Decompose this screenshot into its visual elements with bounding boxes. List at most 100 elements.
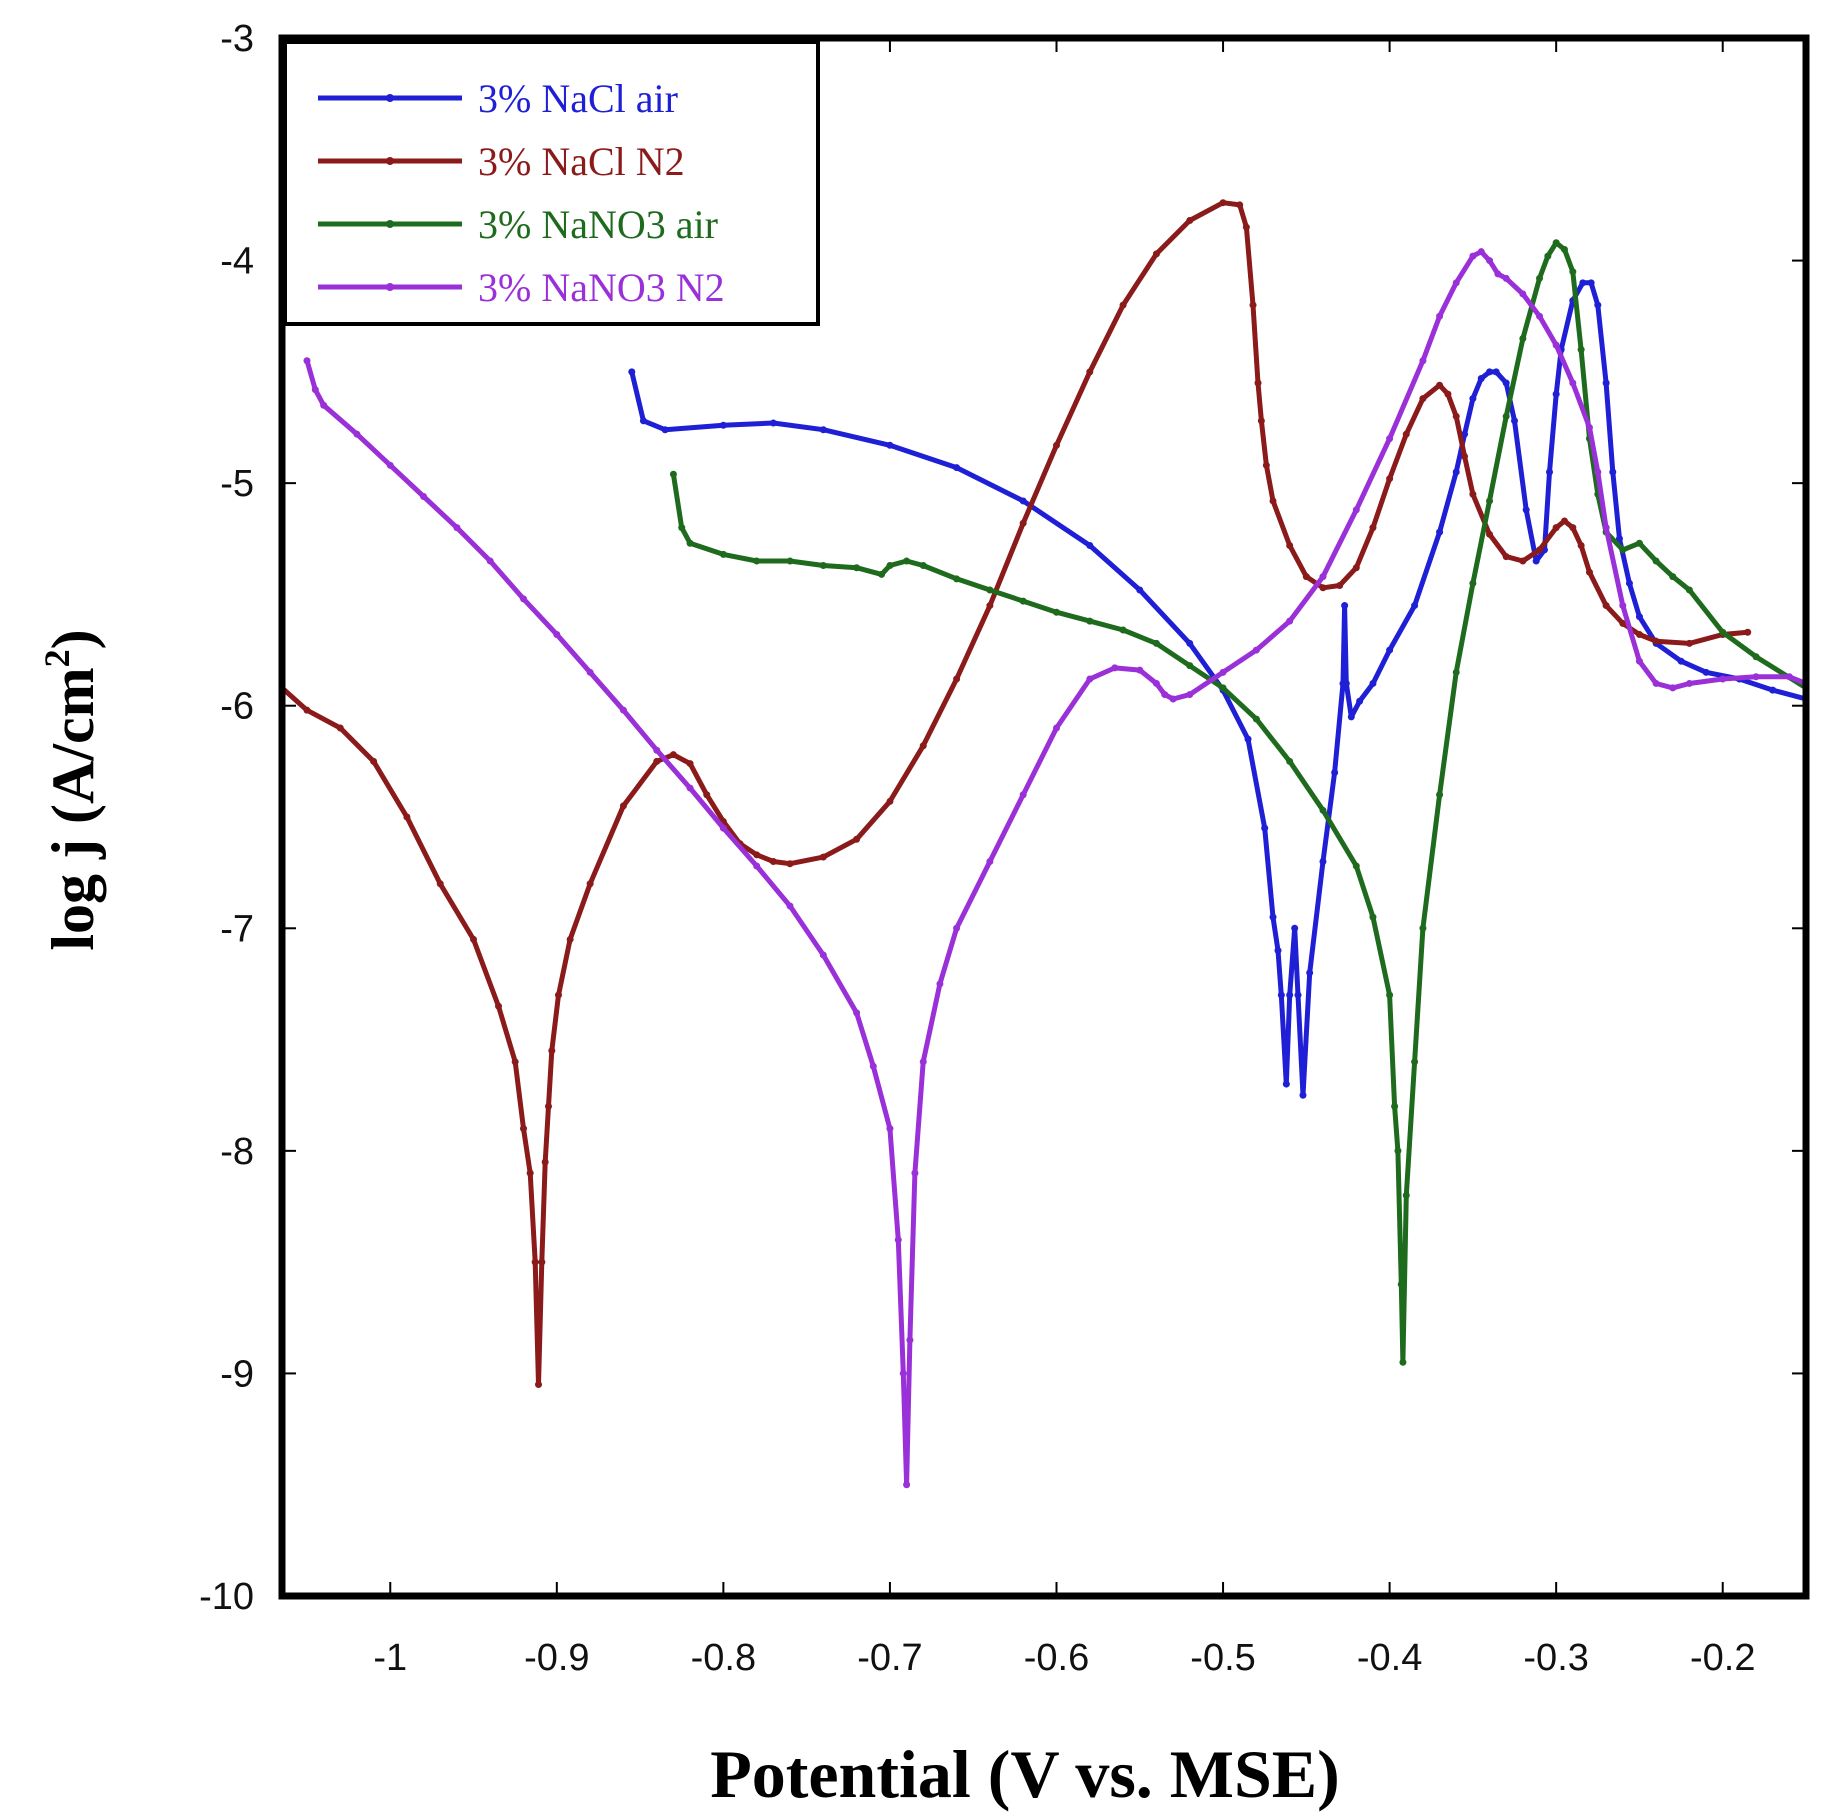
data-point-3-nano3-air — [1635, 539, 1643, 547]
data-point-3-nano3-air — [1152, 639, 1160, 647]
data-point-3-nano3-n2 — [1619, 602, 1627, 610]
data-point-3-nacl-n2 — [1619, 619, 1627, 627]
data-point-3-nano3-air — [1560, 245, 1568, 253]
data-point-3-nacl-n2 — [1744, 628, 1752, 636]
y-tick-label: -8 — [220, 1131, 254, 1173]
data-point-3-nano3-air — [1186, 662, 1194, 670]
data-point-3-nacl-air — [1502, 379, 1510, 387]
data-point-3-nacl-n2 — [1444, 390, 1452, 398]
data-point-3-nacl-n2 — [953, 675, 961, 683]
data-point-3-nacl-n2 — [1452, 412, 1460, 420]
data-point-3-nano3-n2 — [1536, 312, 1544, 320]
data-point-3-nacl-air — [1594, 301, 1602, 309]
data-point-3-nacl-air — [1625, 579, 1633, 587]
data-point-3-nacl-air — [1369, 679, 1377, 687]
data-point-3-nacl-air — [1342, 679, 1350, 687]
data-point-3-nacl-air — [1411, 602, 1419, 610]
data-point-3-nano3-air — [1685, 586, 1693, 594]
data-point-3-nacl-n2 — [986, 602, 994, 610]
data-point-3-nacl-n2 — [686, 760, 694, 768]
data-point-3-nacl-n2 — [1052, 441, 1060, 449]
data-point-3-nano3-n2 — [906, 1336, 914, 1344]
data-point-3-nano3-n2 — [1669, 684, 1677, 692]
data-point-3-nano3-air — [686, 539, 694, 547]
data-point-3-nano3-air — [1469, 579, 1477, 587]
y-axis-title: log j (A/cm2) — [37, 629, 106, 950]
data-point-3-nacl-n2 — [1319, 584, 1327, 592]
data-point-3-nano3-n2 — [303, 357, 311, 365]
data-point-3-nacl-n2 — [303, 706, 311, 714]
x-axis-title: Potential (V vs. MSE) — [710, 1736, 1340, 1812]
data-point-3-nano3-air — [1452, 668, 1460, 676]
data-point-3-nano3-n2 — [1477, 248, 1485, 256]
data-point-3-nano3-air — [853, 564, 861, 572]
y-tick-label: -4 — [220, 241, 254, 283]
data-point-3-nacl-n2 — [1236, 201, 1244, 209]
data-point-3-nano3-air — [953, 575, 961, 583]
data-point-3-nacl-air — [1269, 913, 1277, 921]
data-point-3-nano3-air — [1119, 626, 1127, 634]
data-point-3-nacl-air — [1386, 646, 1394, 654]
x-tick-label: -0.5 — [1190, 1637, 1255, 1679]
data-point-3-nacl-n2 — [919, 742, 927, 750]
data-point-3-nacl-n2 — [1536, 546, 1544, 554]
data-point-3-nano3-n2 — [1052, 724, 1060, 732]
data-point-3-nacl-air — [1186, 639, 1194, 647]
data-point-3-nano3-air — [1369, 913, 1377, 921]
data-point-3-nano3-air — [1352, 862, 1360, 870]
x-tick-label: -0.8 — [691, 1637, 756, 1679]
x-tick-label: -0.6 — [1024, 1637, 1089, 1679]
data-point-3-nacl-n2 — [1402, 430, 1410, 438]
data-point-3-nacl-n2 — [544, 1102, 552, 1110]
data-point-3-nano3-n2 — [1136, 666, 1144, 674]
data-point-3-nacl-n2 — [534, 1381, 542, 1389]
data-point-3-nano3-n2 — [1502, 274, 1510, 282]
data-point-3-nacl-air — [1347, 713, 1355, 721]
data-point-3-nano3-air — [786, 557, 794, 565]
legend-marker-3-nacl-air — [386, 94, 394, 102]
x-tick-label: -0.7 — [857, 1637, 922, 1679]
data-point-3-nacl-air — [719, 421, 727, 429]
series-layer — [282, 199, 1806, 1489]
data-point-3-nano3-n2 — [1635, 657, 1643, 665]
data-point-3-nacl-air — [1341, 602, 1349, 610]
y-tick-label: -7 — [220, 908, 254, 950]
y-tick-label: -3 — [220, 18, 254, 60]
data-point-3-nano3-n2 — [1486, 257, 1494, 265]
data-point-3-nano3-air — [1399, 1358, 1407, 1366]
data-point-3-nacl-n2 — [703, 791, 711, 799]
data-point-3-nacl-air — [953, 464, 961, 472]
data-point-3-nano3-n2 — [653, 746, 661, 754]
data-point-3-nacl-n2 — [520, 1125, 528, 1133]
data-point-3-nacl-n2 — [669, 751, 677, 759]
x-tick-label: -1 — [373, 1637, 407, 1679]
data-point-3-nacl-air — [1282, 1080, 1290, 1088]
data-point-3-nacl-air — [1294, 991, 1302, 999]
data-point-3-nano3-air — [886, 561, 894, 569]
data-point-3-nano3-n2 — [911, 1169, 919, 1177]
data-point-3-nano3-n2 — [1111, 664, 1119, 672]
y-tick-label: -9 — [220, 1353, 254, 1395]
data-point-3-nacl-air — [1086, 541, 1094, 549]
plot-frame — [278, 34, 1810, 1600]
data-point-3-nacl-air — [1579, 279, 1587, 287]
data-point-3-nano3-air — [878, 570, 886, 578]
data-point-3-nano3-n2 — [1652, 679, 1660, 687]
data-point-3-nacl-n2 — [1486, 530, 1494, 538]
data-point-3-nacl-air — [1244, 735, 1252, 743]
data-point-3-nacl-air — [886, 441, 894, 449]
data-point-3-nano3-air — [1252, 715, 1260, 723]
data-point-3-nano3-n2 — [353, 430, 361, 438]
data-point-3-nano3-n2 — [1161, 691, 1169, 699]
data-point-3-nano3-n2 — [686, 784, 694, 792]
data-point-3-nano3-n2 — [619, 706, 627, 714]
data-point-3-nacl-air — [1469, 395, 1477, 403]
data-point-3-nano3-air — [1519, 334, 1527, 342]
data-point-3-nacl-n2 — [538, 1258, 546, 1266]
data-point-3-nacl-n2 — [554, 991, 562, 999]
data-point-3-nacl-n2 — [769, 858, 777, 866]
data-point-3-nacl-n2 — [1552, 524, 1560, 532]
data-point-3-nano3-air — [1391, 1102, 1399, 1110]
data-point-3-nano3-n2 — [953, 924, 961, 932]
